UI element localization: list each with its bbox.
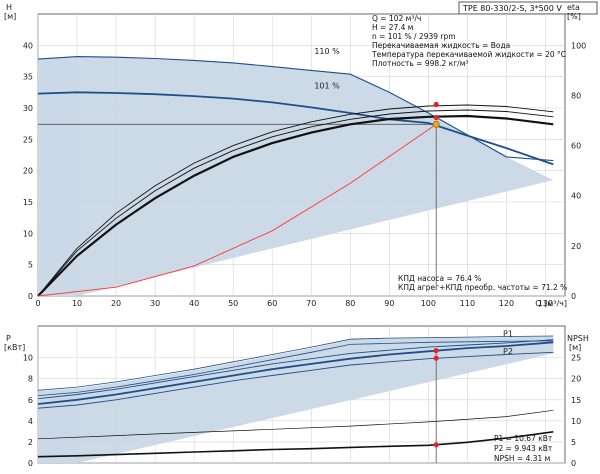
p2-marker bbox=[433, 355, 439, 361]
top-y-tick-label: 15 bbox=[23, 198, 33, 207]
bottom-operating-band bbox=[38, 336, 554, 463]
top-eta-axis-title: eta bbox=[567, 3, 580, 12]
efficiency-curve bbox=[37, 104, 554, 297]
info-efficiency-line: КПД насоса = 76.4 % bbox=[398, 274, 481, 283]
info-top-line: H = 27.4 м bbox=[372, 23, 413, 32]
top-x-axis-title: Q [м³/ч] bbox=[535, 299, 567, 308]
top-x-tick-label: 70 bbox=[306, 299, 316, 308]
power-curve-101-thin bbox=[37, 351, 554, 409]
top-y-tick-label: 30 bbox=[23, 104, 33, 113]
power-curve-110 bbox=[37, 340, 554, 396]
info-top-line: Температура перекачиваемой жидкости = 20… bbox=[371, 50, 566, 59]
head-curve-101 bbox=[37, 91, 554, 166]
npsh-axis-unit: [м] bbox=[569, 343, 581, 352]
top-x-tick-label: 90 bbox=[384, 299, 394, 308]
info-top-line: Плотность = 998.2 кг/м³ bbox=[372, 59, 468, 68]
npsh-tick-label: 5 bbox=[571, 438, 576, 447]
top-y-axis-unit: [м] bbox=[4, 12, 16, 21]
top-y-tick-label: 40 bbox=[23, 41, 33, 50]
bottom-y-tick-label: 10 bbox=[23, 354, 33, 363]
top-x-tick-label: 100 bbox=[421, 299, 436, 308]
system-curve bbox=[37, 123, 437, 297]
series-label-p1: P1 bbox=[503, 330, 513, 339]
top-eta-tick-label: 60 bbox=[571, 142, 581, 151]
top-y-tick-label: 10 bbox=[23, 229, 33, 238]
bottom-y-tick-label: 8 bbox=[28, 375, 33, 384]
top-x-tick-label: 130 bbox=[538, 299, 553, 308]
top-eta-axis-unit: [%] bbox=[567, 12, 581, 21]
p1-marker bbox=[433, 347, 439, 354]
head-curve-110 bbox=[37, 56, 554, 162]
top-y-tick-label: 35 bbox=[23, 73, 33, 82]
series-label-p2: P2 bbox=[503, 347, 513, 356]
bottom-y-axis-unit: [кВт] bbox=[4, 343, 25, 352]
top-y-tick-label: 5 bbox=[28, 261, 33, 270]
top-y-tick-label: 0 bbox=[28, 292, 33, 301]
npsh-curve bbox=[37, 431, 554, 458]
info-efficiency-line: КПД агрег+КПД преобр. частоты = 71.2 % bbox=[398, 283, 567, 292]
power-curve-110 bbox=[37, 335, 554, 391]
top-x-tick-label: 120 bbox=[499, 299, 514, 308]
npsh-tick-label: 20 bbox=[571, 375, 581, 384]
top-eta-tick-label: 0 bbox=[571, 292, 576, 301]
eta-total-marker bbox=[433, 114, 439, 121]
bottom-y-tick-label: 4 bbox=[28, 417, 33, 426]
pump-model-label: TPE 80-330/2-S, 3*500 V bbox=[462, 4, 562, 13]
bottom-y-axis-title: P bbox=[6, 334, 11, 343]
operating-point-marker bbox=[432, 120, 440, 128]
speed-curve-label: 110 % bbox=[314, 47, 340, 56]
speed-curve-label: 101 % bbox=[314, 82, 340, 91]
top-x-tick-label: 50 bbox=[228, 299, 238, 308]
bottom-y-tick-label: 6 bbox=[28, 396, 33, 405]
bottom-y-tick-label: 0 bbox=[28, 459, 33, 468]
top-y-tick-label: 20 bbox=[23, 167, 33, 176]
efficiency-curve bbox=[37, 114, 554, 297]
info-top-line: Q = 102 м³/ч bbox=[372, 14, 421, 23]
efficiency-curve bbox=[37, 109, 554, 297]
top-x-tick-label: 110 bbox=[460, 299, 475, 308]
power-curve-p1 bbox=[37, 341, 554, 405]
info-top-line: Перекачиваемая жидкость = Вода bbox=[372, 41, 510, 50]
npsh-tick-label: 15 bbox=[571, 396, 581, 405]
info-bottom-line: P1 = 10.67 кВт bbox=[494, 434, 553, 443]
npsh-axis-title: NPSH bbox=[567, 334, 589, 343]
power-curve-101-thin bbox=[37, 339, 554, 400]
info-top-line: n = 101 % / 2939 rpm bbox=[372, 32, 456, 41]
bottom-y-tick-label: 2 bbox=[28, 438, 33, 447]
top-eta-tick-label: 100 bbox=[571, 41, 586, 50]
npsh-marker bbox=[433, 442, 439, 448]
eta-pump-marker bbox=[433, 101, 439, 108]
npsh-curve-thin bbox=[37, 409, 554, 440]
top-x-tick-label: 20 bbox=[111, 299, 121, 308]
npsh-tick-label: 25 bbox=[571, 354, 581, 363]
top-y-axis-title: H bbox=[6, 3, 12, 12]
top-x-tick-label: 10 bbox=[72, 299, 82, 308]
top-eta-tick-label: 20 bbox=[571, 242, 581, 251]
top-x-tick-label: 60 bbox=[267, 299, 277, 308]
top-eta-tick-label: 80 bbox=[571, 91, 581, 100]
top-x-tick-label: 30 bbox=[150, 299, 160, 308]
top-y-tick-label: 25 bbox=[23, 135, 33, 144]
top-x-tick-label: 80 bbox=[345, 299, 355, 308]
info-bottom-line: P2 = 9.943 кВт bbox=[494, 444, 553, 453]
top-x-tick-label: 0 bbox=[35, 299, 40, 308]
top-eta-tick-label: 40 bbox=[571, 192, 581, 201]
info-bottom-line: NPSH = 4.31 м bbox=[494, 454, 550, 463]
top-x-tick-label: 40 bbox=[189, 299, 199, 308]
npsh-tick-label: 10 bbox=[571, 417, 581, 426]
npsh-tick-label: 0 bbox=[571, 459, 576, 468]
